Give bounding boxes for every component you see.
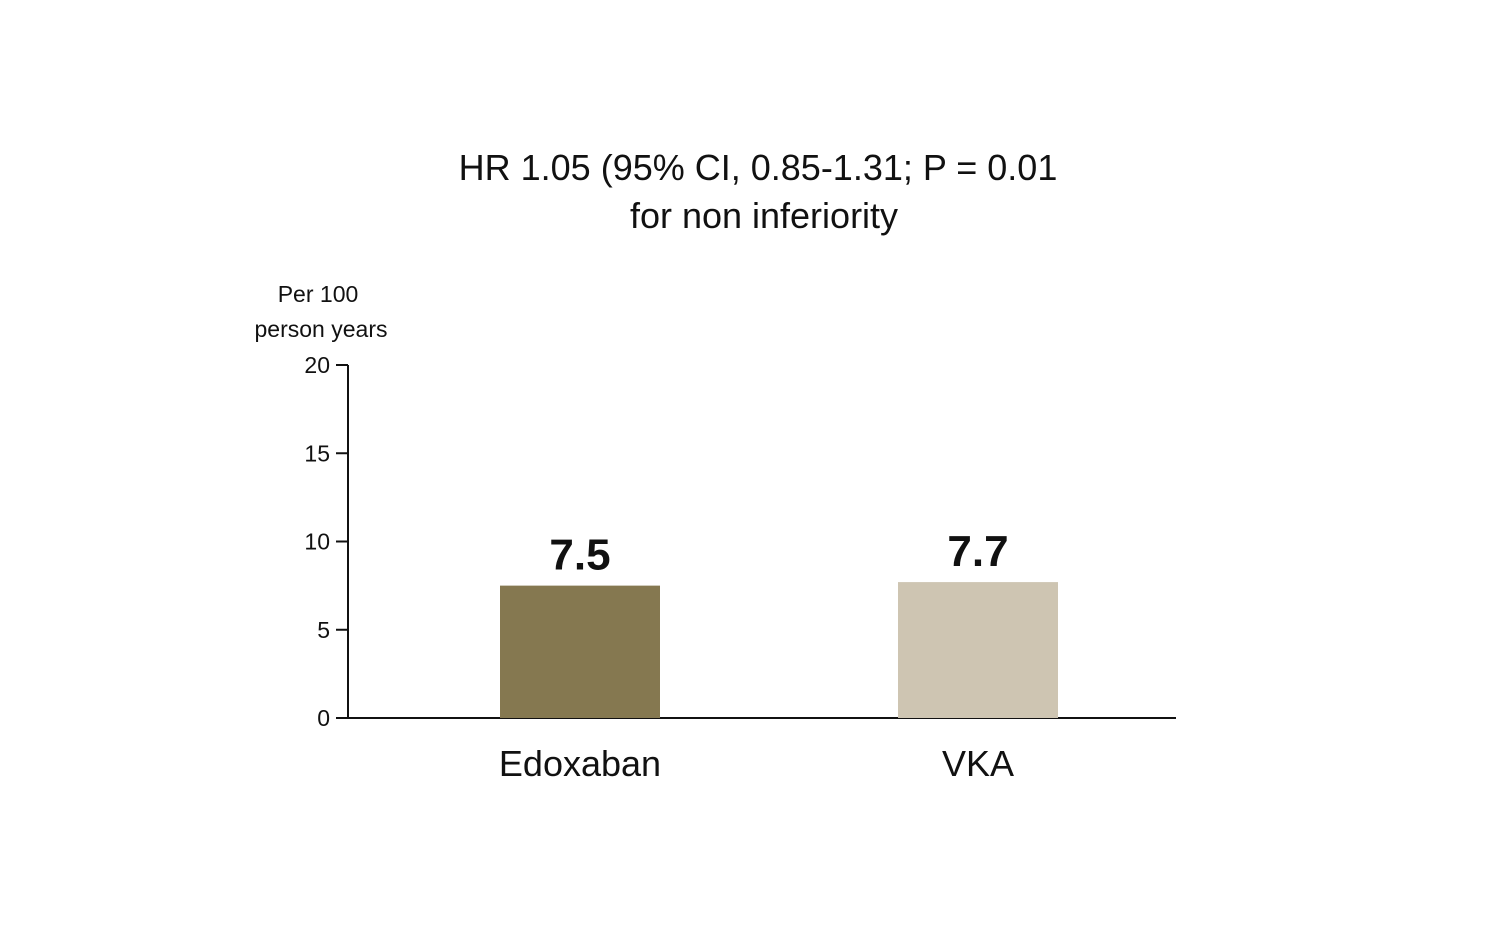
chart-title: HR 1.05 (95% CI, 0.85-1.31; P = 0.01 <box>459 147 1058 188</box>
y-axis-label-line-1: Per 100 <box>278 281 359 307</box>
y-tick-label: 20 <box>304 352 330 378</box>
y-tick-label: 10 <box>304 529 330 555</box>
data-label: 7.7 <box>947 527 1008 576</box>
bar-edoxaban <box>500 585 660 718</box>
bar-vka <box>898 582 1058 718</box>
y-axis-label-line-2: person years <box>255 316 388 342</box>
data-label: 7.5 <box>549 531 610 580</box>
y-tick-label: 5 <box>317 617 330 643</box>
chart-subtitle: for non inferiority <box>630 195 898 236</box>
y-tick-label: 0 <box>317 705 330 731</box>
y-tick-label: 15 <box>304 440 330 466</box>
x-category-label: VKA <box>942 743 1014 784</box>
x-category-label: Edoxaban <box>499 743 661 784</box>
